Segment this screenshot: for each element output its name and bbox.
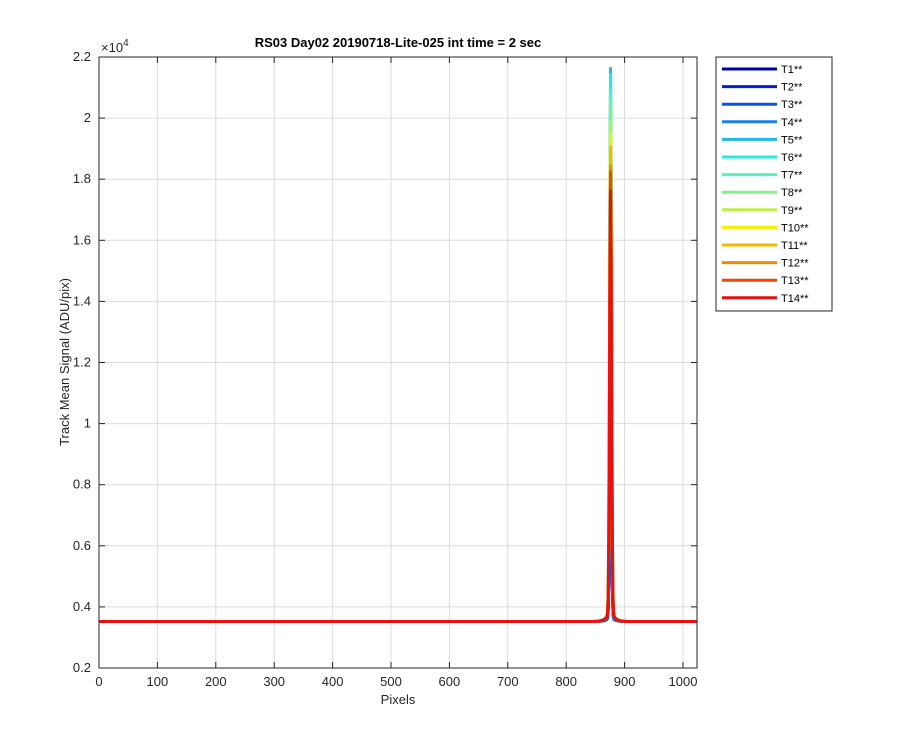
y-tick-label: 2 bbox=[84, 110, 91, 125]
y-tick-label: 0.2 bbox=[73, 660, 91, 675]
legend-label: T14** bbox=[781, 293, 809, 305]
x-tick-label: 600 bbox=[439, 674, 461, 689]
y-tick-label: 1.4 bbox=[73, 293, 91, 308]
legend-label: T8** bbox=[781, 187, 803, 199]
y-tick-label: 0.4 bbox=[73, 599, 91, 614]
legend-label: T7** bbox=[781, 170, 803, 182]
legend-label: T4** bbox=[781, 117, 803, 129]
x-tick-label: 1000 bbox=[669, 674, 698, 689]
x-axis-label: Pixels bbox=[381, 692, 416, 707]
y-tick-label: 1 bbox=[84, 416, 91, 431]
legend-label: T1** bbox=[781, 64, 803, 76]
y-axis: 0.2 0.4 0.6 0.8 1 1.2 1.4 1.6 1.8 2 2.2 bbox=[73, 49, 697, 675]
legend-items: T1** T2** T3** T4** T5** T6** T7** T8** T9** T10*… bbox=[722, 64, 809, 305]
series-lines bbox=[98, 66, 698, 624]
legend-label: T5** bbox=[781, 134, 803, 146]
x-tick-label: 800 bbox=[555, 674, 577, 689]
legend-label: T10** bbox=[781, 222, 809, 234]
x-tick-label: 100 bbox=[147, 674, 169, 689]
legend-label: T11** bbox=[781, 240, 808, 252]
x-tick-label: 500 bbox=[380, 674, 402, 689]
legend-label: T12** bbox=[781, 258, 809, 270]
x-axis: 0 100 200 300 400 500 600 700 800 900 1000 bbox=[95, 57, 697, 689]
y-exponent-label: ×104 bbox=[101, 38, 129, 55]
legend-box bbox=[715, 56, 833, 312]
x-tick-label: 200 bbox=[205, 674, 227, 689]
legend-label: T3** bbox=[781, 99, 803, 111]
legend-label: T6** bbox=[781, 152, 803, 164]
legend-label: T13** bbox=[781, 275, 809, 287]
x-tick-label: 700 bbox=[497, 674, 519, 689]
y-tick-label: 1.8 bbox=[73, 171, 91, 186]
legend-label: T9** bbox=[781, 205, 803, 217]
y-tick-label: 1.2 bbox=[73, 355, 91, 370]
legend: T1** T2** T3** T4** T5** T6** T7** T8** T9** T10*… bbox=[715, 56, 833, 312]
y-tick-label: 0.8 bbox=[73, 477, 91, 492]
legend-label: T2** bbox=[781, 82, 803, 94]
series-line bbox=[98, 189, 698, 624]
x-tick-label: 300 bbox=[263, 674, 285, 689]
y-tick-label: 2.2 bbox=[73, 49, 91, 64]
y-axis-label: Track Mean Signal (ADU/pix) bbox=[57, 278, 72, 446]
y-tick-label: 0.6 bbox=[73, 538, 91, 553]
x-tick-label: 0 bbox=[95, 674, 102, 689]
x-tick-label: 400 bbox=[322, 674, 344, 689]
x-tick-label: 900 bbox=[614, 674, 636, 689]
y-tick-label: 1.6 bbox=[73, 232, 91, 247]
chart-title: RS03 Day02 20190718-Lite-025 int time = … bbox=[255, 35, 542, 50]
